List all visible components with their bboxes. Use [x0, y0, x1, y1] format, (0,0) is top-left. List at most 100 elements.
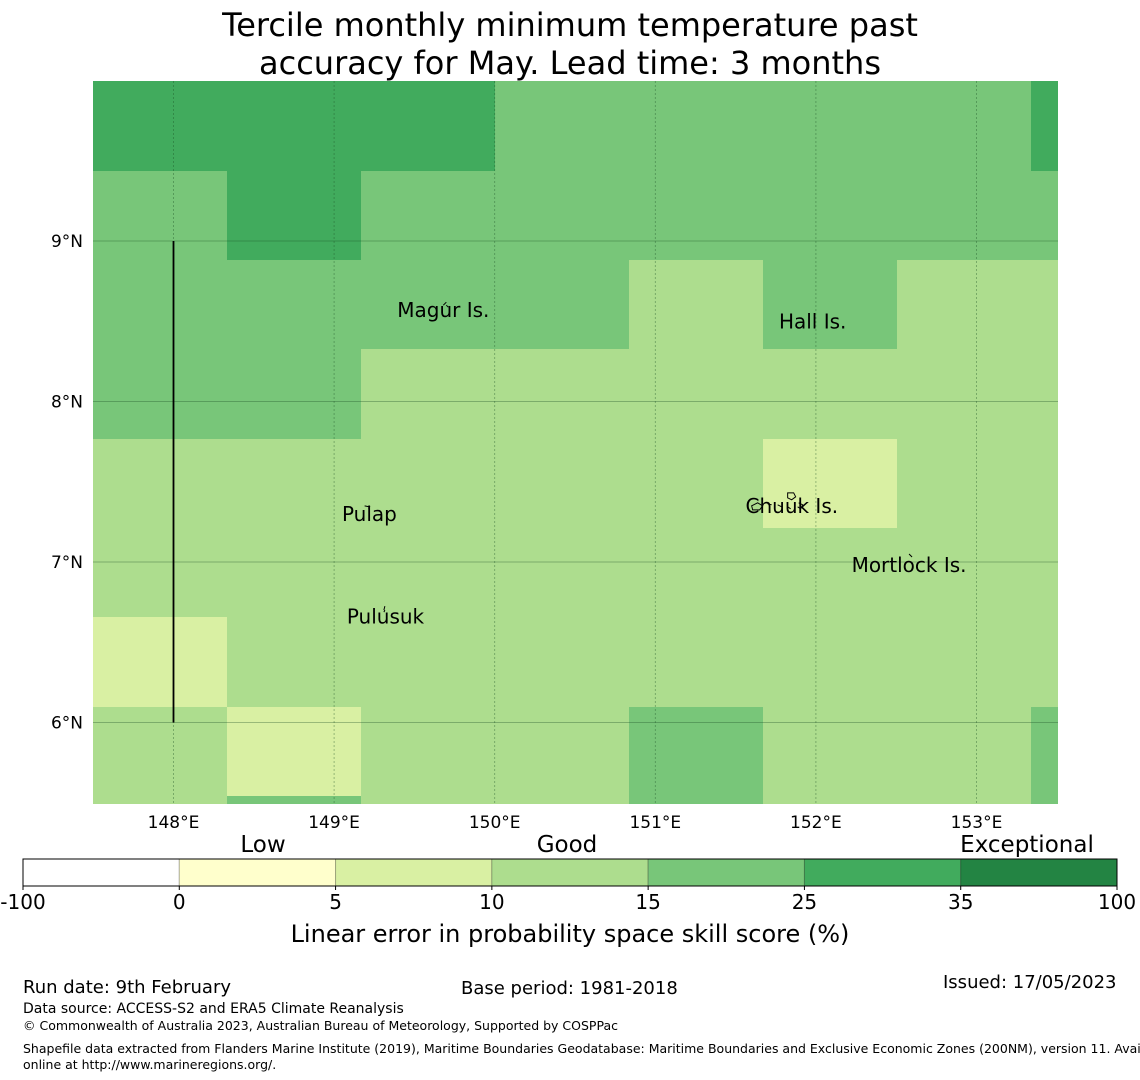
island-outline [383, 606, 386, 613]
grid-cell [1031, 349, 1058, 439]
island-label: Mortlock Is. [852, 553, 967, 577]
grid-cell [763, 528, 897, 617]
island-labels: Magur Is. Hall Is. Pulap Chuuk Is. Mortlock … [342, 298, 967, 629]
grid-cell [227, 439, 361, 528]
grid-cell [93, 617, 227, 707]
grid-cell [629, 707, 763, 796]
grid-cell [763, 171, 897, 260]
lat-tick-label: 6°N [51, 714, 83, 734]
lon-tick-label: 153°E [951, 813, 1003, 833]
grid-cell [227, 171, 361, 260]
grid-cell [361, 349, 495, 439]
colorbar-segment [22, 858, 180, 887]
grid-cell [495, 439, 629, 528]
colorbar-segment [647, 858, 805, 887]
grid-cell [629, 81, 763, 171]
colorbar-segment [803, 858, 962, 887]
grid-cell [93, 349, 227, 439]
grid-cell [1031, 439, 1058, 528]
colorbar-tick-label: 15 [635, 890, 660, 914]
grid-cell [629, 349, 763, 439]
colorbar-category-label: Exceptional [960, 832, 1094, 858]
colorbar-tick-label: 35 [948, 890, 973, 914]
grid-cell [93, 260, 227, 349]
grid-cell [361, 439, 495, 528]
grid-cell [897, 707, 1031, 804]
colorbar-tick-label: -100 [0, 890, 45, 914]
grid-cell [361, 260, 495, 349]
island-label: Pulusuk [347, 605, 425, 629]
grid-cell [1031, 260, 1058, 349]
shapefile-credit-1: Shapefile data extracted from Flanders M… [23, 1041, 1140, 1056]
colorbar: -100 0 5 10 15 25 35 100 Low Good Exceptional Linea… [0, 832, 1136, 948]
grid-cell [495, 528, 629, 617]
lon-tick-label: 149°E [308, 813, 360, 833]
grid-cell [361, 617, 495, 707]
grid-cell [1031, 528, 1058, 617]
data-source: Data source: ACCESS-S2 and ERA5 Climate … [23, 1001, 404, 1017]
issued-date: Issued: 17/05/2023 [943, 972, 1117, 993]
island-label: Magur Is. [397, 298, 489, 322]
lon-tick-label: 151°E [629, 813, 681, 833]
colorbar-tick-label: 5 [329, 890, 342, 914]
lat-tick-label: 9°N [51, 232, 83, 252]
colorbar-segment [960, 858, 1118, 887]
grid-cell [361, 528, 495, 617]
island-outline [908, 553, 913, 558]
colorbar-segment [335, 858, 493, 887]
grid-cell [897, 81, 1031, 171]
base-period: Base period: 1981-2018 [461, 978, 678, 999]
colorbar-tick-label: 100 [1098, 890, 1136, 914]
axis-tick-labels: 148°E 149°E 150°E 151°E 152°E 153°E 6°N 7°N 8°N 9… [51, 232, 1002, 833]
grid-cell [495, 707, 629, 804]
island-outline [364, 505, 371, 510]
grid-cell [763, 707, 897, 804]
grid-cell [227, 796, 361, 804]
grid-cell [93, 81, 227, 171]
grid-cell [227, 528, 361, 617]
grid-cell [93, 707, 227, 804]
colorbar-title: Linear error in probability space skill … [291, 920, 850, 948]
lat-tick-label: 8°N [51, 393, 83, 413]
grid-cell [93, 439, 227, 528]
grid-cell [361, 171, 495, 260]
grid-cell [495, 617, 629, 707]
grid-cell [1031, 796, 1058, 804]
grid-cell [1031, 81, 1058, 171]
grid-cell [897, 260, 1031, 349]
run-date: Run date: 9th February [23, 977, 232, 998]
grid-cell [1031, 617, 1058, 707]
grid-cell [495, 260, 629, 349]
grid-cell [629, 260, 763, 349]
colorbar-tick-label: 25 [792, 890, 817, 914]
grid-cell [93, 528, 227, 617]
title-line-1: Tercile monthly minimum temperature past [222, 6, 918, 44]
grid-cell [763, 260, 897, 349]
grid-cell [897, 171, 1031, 260]
grid-cell [763, 349, 897, 439]
lat-tick-label: 7°N [51, 553, 83, 573]
island-label: Pulap [342, 502, 397, 526]
grid-cell [227, 260, 361, 349]
grid-cell [897, 439, 1031, 528]
island-label: Chuuk Is. [746, 494, 839, 518]
grid-cell [227, 349, 361, 439]
grid-cell [897, 528, 1031, 617]
title-line-2: accuracy for May. Lead time: 3 months [258, 44, 881, 82]
lon-tick-label: 150°E [469, 813, 521, 833]
grid-cell [629, 171, 763, 260]
grid-cell [93, 171, 227, 260]
colorbar-segment [178, 858, 337, 887]
colorbar-tick-label: 0 [173, 890, 186, 914]
grid-cell [361, 707, 495, 804]
grid-cell [763, 439, 897, 528]
grid-cell [495, 349, 629, 439]
grid-cell [1031, 171, 1058, 260]
grid-cell [227, 617, 361, 707]
grid-cell [629, 528, 763, 617]
grid-cell [495, 81, 629, 171]
grid-cell [897, 617, 1031, 707]
grid-cell [897, 349, 1031, 439]
copyright: © Commonwealth of Australia 2023, Austra… [23, 1018, 618, 1033]
